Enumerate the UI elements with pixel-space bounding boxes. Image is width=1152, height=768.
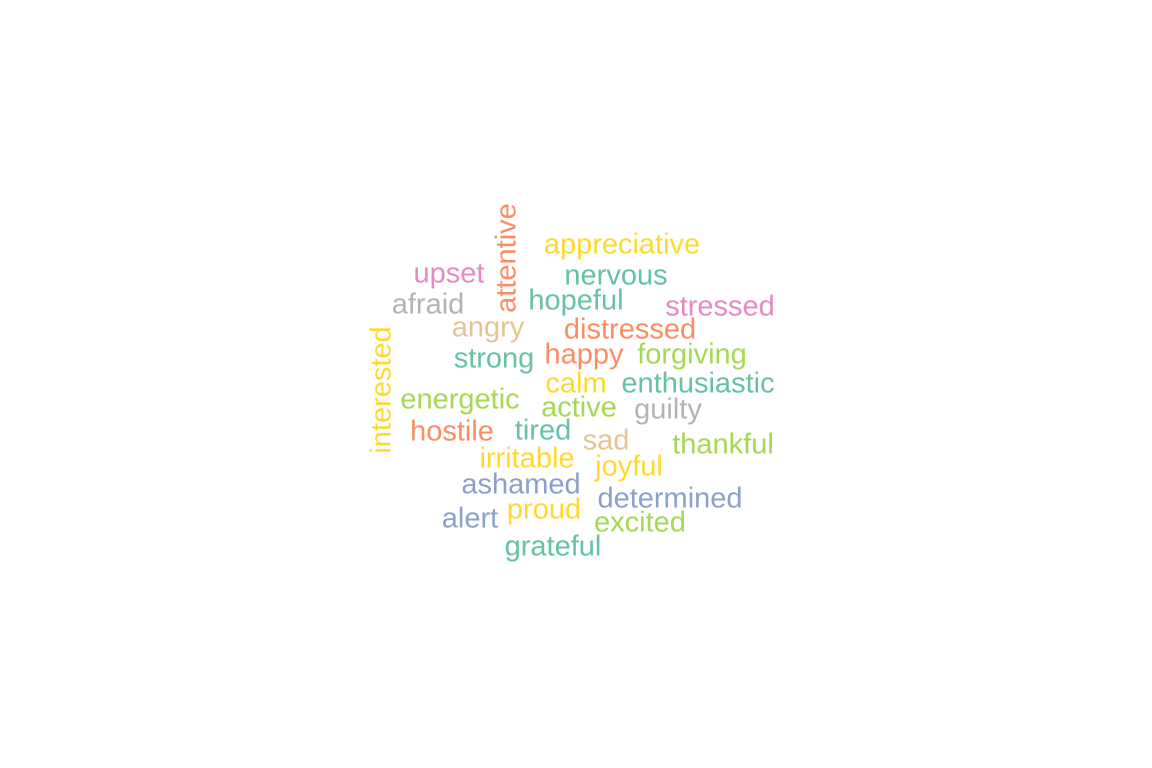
word-attentive: attentive [490, 203, 523, 313]
word-ashamed: ashamed [461, 468, 581, 501]
word-calm: calm [545, 367, 607, 400]
word-hostile: hostile [410, 415, 494, 448]
word-tired: tired [514, 414, 572, 447]
word-enthusiastic: enthusiastic [621, 367, 775, 400]
word-afraid: afraid [391, 288, 465, 321]
word-energetic: energetic [400, 383, 520, 416]
word-irritable: irritable [479, 442, 575, 475]
word-guilty: guilty [634, 393, 702, 426]
word-forgiving: forgiving [637, 338, 747, 371]
word-upset: upset [413, 257, 485, 290]
word-thankful: thankful [672, 428, 774, 461]
word-proud: proud [506, 493, 582, 526]
word-sad: sad [582, 424, 630, 457]
word-distressed: distressed [563, 313, 697, 346]
word-angry: angry [451, 311, 525, 344]
word-alert: alert [441, 502, 499, 535]
word-grateful: grateful [504, 530, 602, 563]
word-active: active [541, 391, 617, 424]
word-hopeful: hopeful [528, 284, 624, 317]
word-strong: strong [453, 342, 535, 375]
word-nervous: nervous [564, 259, 668, 292]
word-determined: determined [597, 482, 743, 515]
word-stressed: stressed [665, 290, 775, 323]
word-happy: happy [544, 338, 624, 371]
word-appreciative: appreciative [543, 228, 701, 261]
word-excited: excited [594, 506, 686, 539]
word-joyful: joyful [595, 450, 663, 483]
word-interested: interested [365, 326, 398, 454]
